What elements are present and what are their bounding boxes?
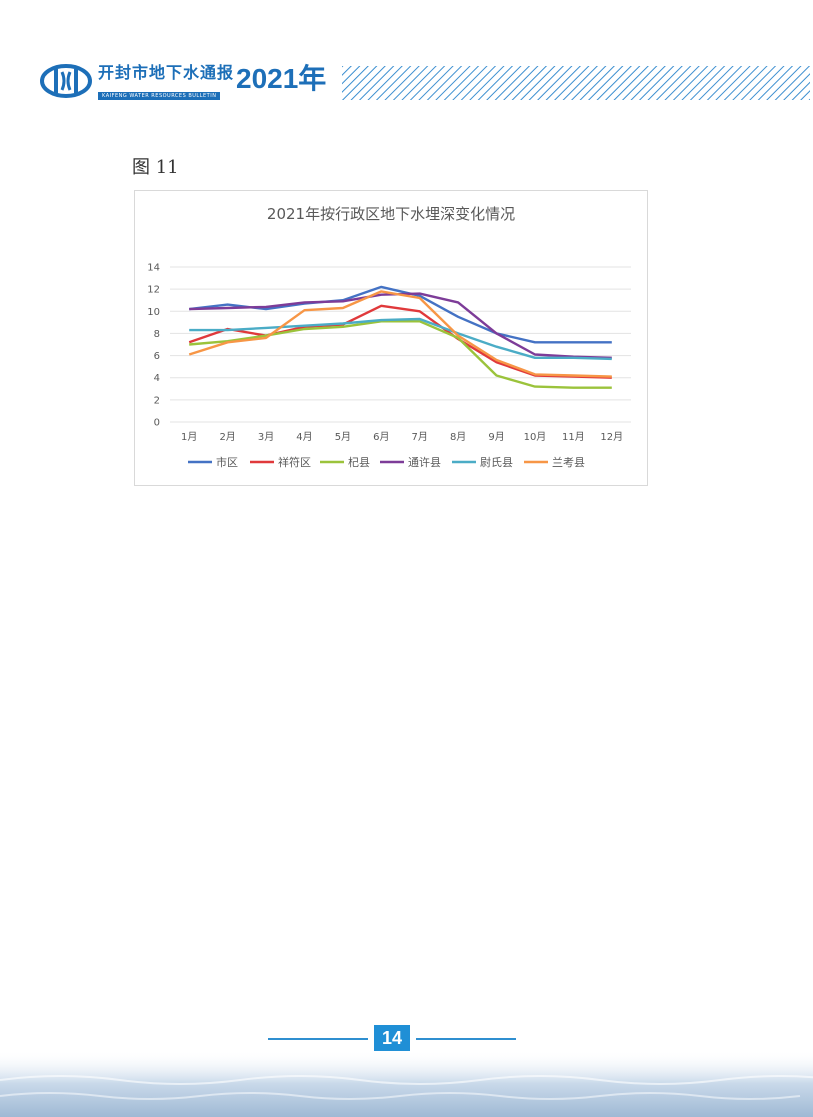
legend-label: 通许县 <box>408 456 441 469</box>
water-bureau-logo-icon <box>40 64 92 98</box>
footer-rule-right <box>416 1038 516 1040</box>
bulletin-brand: 开封市地下水通报 KAIFENG WATER RESOURCES BULLETI… <box>98 64 234 101</box>
series-line <box>189 317 612 361</box>
x-tick-label: 2月 <box>219 431 235 443</box>
chart-container: 2021年按行政区地下水埋深变化情况 0 2 4 6 8 10 12 14 1月 2月 3月 4月 5… <box>134 190 648 486</box>
x-tick-label: 5月 <box>335 431 351 443</box>
x-tick-label: 3月 <box>258 431 274 443</box>
chart-title: 2021年按行政区地下水埋深变化情况 <box>267 205 515 223</box>
x-tick-label: 8月 <box>450 431 466 443</box>
groundwater-depth-chart: 2021年按行政区地下水埋深变化情况 0 2 4 6 8 10 12 14 1月 2月 3月 4月 5… <box>147 205 631 469</box>
x-tick-label: 9月 <box>488 431 504 443</box>
bulletin-subtitle: KAIFENG WATER RESOURCES BULLETIN <box>98 92 221 100</box>
y-tick-label: 10 <box>147 307 160 318</box>
header-hatch-decoration <box>342 66 810 100</box>
y-tick-label: 14 <box>147 263 160 274</box>
x-tick-label: 1月 <box>181 431 197 443</box>
x-tick-label: 11月 <box>562 431 585 443</box>
y-tick-label: 8 <box>154 329 160 340</box>
bulletin-year: 2021年 <box>236 63 327 94</box>
bulletin-header: 开封市地下水通报 KAIFENG WATER RESOURCES BULLETI… <box>40 62 810 102</box>
legend-label: 兰考县 <box>552 456 585 469</box>
page-number: 14 <box>374 1025 410 1051</box>
legend-label: 祥符区 <box>278 455 311 469</box>
y-tick-label: 0 <box>154 418 160 429</box>
series-line <box>189 320 612 389</box>
legend-label: 尉氏县 <box>480 455 513 469</box>
x-tick-label: 10月 <box>524 431 547 443</box>
x-tick-label: 12月 <box>600 431 623 443</box>
water-wave-decoration <box>0 1050 813 1117</box>
figure-label: 图 11 <box>132 157 179 178</box>
footer-rule-left <box>268 1038 368 1040</box>
series-line <box>188 290 612 378</box>
y-tick-label: 2 <box>154 395 160 406</box>
series-line <box>189 292 612 359</box>
bulletin-title: 开封市地下水通报 <box>98 63 235 82</box>
x-tick-label: 7月 <box>412 431 428 443</box>
legend-label: 市区 <box>216 455 238 469</box>
legend-label: 杞县 <box>348 455 370 469</box>
x-tick-label: 4月 <box>296 431 312 443</box>
x-tick-label: 6月 <box>373 431 389 443</box>
series-line <box>189 285 612 344</box>
y-tick-label: 12 <box>147 285 160 296</box>
y-tick-label: 6 <box>154 351 160 362</box>
y-tick-label: 4 <box>154 373 160 384</box>
